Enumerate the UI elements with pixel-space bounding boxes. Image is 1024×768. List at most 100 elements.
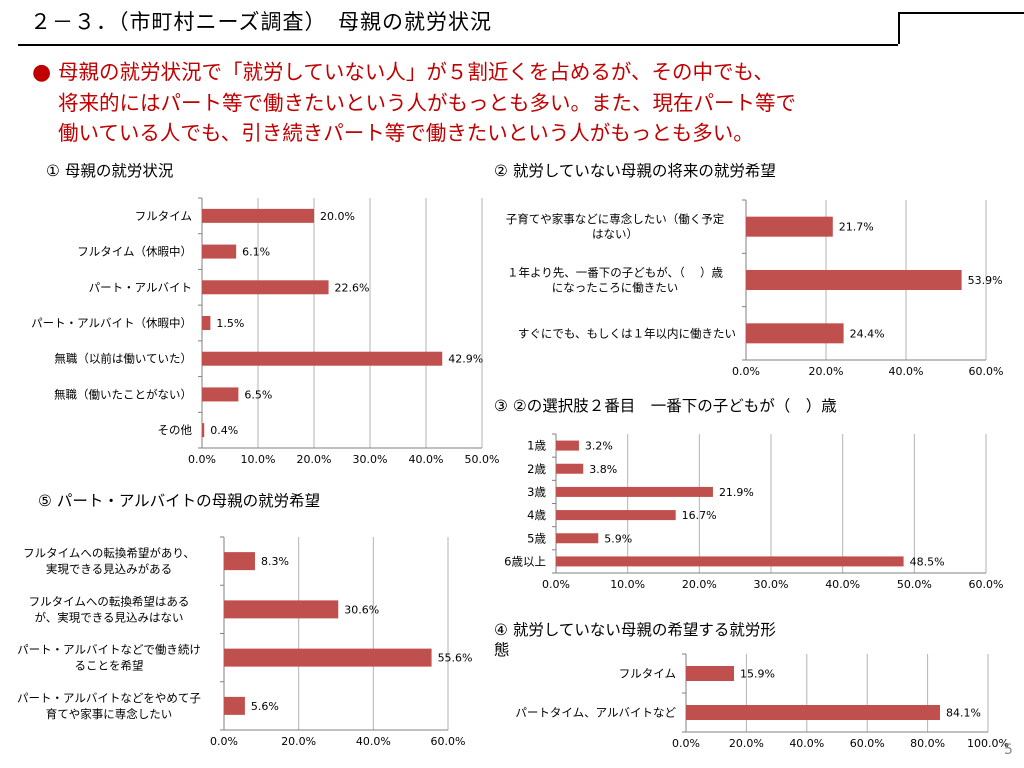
chart4-title-line: 態 — [494, 641, 510, 659]
summary-line: 母親の就労状況で「就労していない人」が５割近くを占めるが、その中でも、 — [58, 60, 774, 84]
chart-part-time-mother-wish: 0.0% 20.0% 40.0% 60.0% 8.3% フルタイムへの転換希望があり、実現… — [17, 536, 473, 748]
x-tick-label: 50.0% — [465, 453, 500, 466]
category-label: フルタイムへの転換希望があり、実現できる見込みがある — [23, 546, 195, 576]
category-label-line: 子育てや家事などに専念したい（働く予定 — [506, 212, 725, 226]
x-tick-label: 40.0% — [409, 453, 444, 466]
category-label-line: パート・アルバイトなどで働き続け — [17, 643, 201, 657]
x-tick-label: 60.0% — [969, 578, 1004, 591]
category-label-line: パート・アルバイト — [89, 280, 192, 294]
category-label-line: 実現できる見込みがある — [46, 562, 172, 576]
category-label: 5歳 — [527, 531, 546, 545]
bar — [224, 552, 255, 571]
data-label: 5.6% — [251, 700, 279, 713]
chart2-title: ② 就労していない母親の将来の就労希望 — [494, 162, 776, 180]
data-label: 21.7% — [839, 221, 874, 234]
page-title: ２－３．（市町村ニーズ調査） 母親の就労状況 — [30, 10, 492, 34]
bar — [202, 244, 237, 259]
data-label: 55.6% — [438, 652, 473, 665]
category-label-line: が、実現できる見込みはない — [34, 610, 183, 624]
category-label: 2歳 — [527, 462, 546, 476]
category-label-line: フルタイム（休暇中） — [77, 245, 192, 259]
x-tick-label: 20.0% — [297, 453, 332, 466]
data-label: 0.4% — [210, 424, 238, 437]
x-tick-label: 40.0% — [789, 737, 824, 750]
bar — [224, 648, 432, 667]
chart4-title: ④ 就労していない母親の希望する就労形 態 — [494, 620, 776, 660]
category-label: 無職（働いたことがない） — [54, 387, 192, 401]
category-label: 1歳 — [527, 439, 546, 453]
bar — [202, 387, 239, 402]
chart-future-employment-wish: 0.0% 20.0% 40.0% 60.0% 21.7% 子育てや家事などに専念したい（働… — [506, 199, 1004, 378]
category-label: パート・アルバイト — [89, 280, 192, 294]
data-label: 24.4% — [850, 327, 885, 340]
x-tick-label: 10.0% — [610, 578, 645, 591]
bar — [202, 208, 314, 223]
bullet-icon: ● — [32, 60, 52, 85]
category-label-line: フルタイム — [135, 209, 192, 223]
chart-youngest-child-age: 0.0% 10.0% 20.0% 30.0% 40.0% 50.0% 60.0% 3.2% 1歳… — [504, 433, 1004, 591]
x-tick-label: 0.0% — [672, 737, 700, 750]
x-tick-label: 60.0% — [969, 365, 1004, 378]
data-label: 42.9% — [448, 353, 483, 366]
category-label: 無職（以前は働いていた） — [54, 352, 192, 366]
category-label-line: １年より先、一番下の子どもが、（ ）歳 — [507, 266, 723, 280]
chart5-title: ⑤ パート・アルバイトの母親の就労希望 — [38, 492, 321, 510]
category-label-line: フルタイムへの転換希望はある — [29, 594, 190, 608]
category-label: パート・アルバイト（休暇中） — [31, 316, 192, 330]
bar — [202, 423, 205, 438]
category-label-line: ることを希望 — [75, 659, 144, 673]
x-tick-label: 100.0% — [967, 737, 1009, 750]
chart-mother-employment: 0.0% 10.0% 20.0% 30.0% 40.0% 50.0% 20.0% フルタイム 6… — [31, 197, 500, 466]
bar — [224, 696, 245, 715]
category-label-line: になったころに働きたい — [552, 281, 679, 295]
chart4-title-line: ④ 就労していない母親の希望する就労形 — [494, 621, 776, 639]
data-label: 6.1% — [242, 246, 270, 259]
data-label: 21.9% — [719, 486, 754, 499]
bar — [746, 323, 844, 344]
category-label-line: パート・アルバイトなどをやめて子 — [17, 691, 201, 705]
x-tick-label: 60.0% — [431, 735, 466, 748]
x-tick-label: 10.0% — [241, 453, 276, 466]
category-label: フルタイム — [619, 667, 676, 681]
data-label: 8.3% — [261, 555, 289, 568]
bar — [556, 556, 904, 567]
category-label: フルタイムへの転換希望はあるが、実現できる見込みはない — [29, 594, 190, 624]
category-label-line: 3歳 — [527, 485, 546, 499]
data-label: 53.9% — [968, 274, 1003, 287]
bar — [556, 510, 676, 521]
bar — [556, 463, 584, 474]
x-tick-label: 40.0% — [889, 365, 924, 378]
chart3-title: ③ ②の選択肢２番目 一番下の子どもが（ ）歳 — [494, 397, 837, 415]
category-label-line: その他 — [158, 423, 193, 437]
data-label: 5.9% — [604, 532, 632, 545]
x-tick-label: 40.0% — [356, 735, 391, 748]
data-label: 6.5% — [244, 388, 272, 401]
data-label: 48.5% — [910, 555, 945, 568]
x-tick-label: 30.0% — [353, 453, 388, 466]
category-label: フルタイム — [135, 209, 192, 223]
category-label-line: 無職（以前は働いていた） — [54, 352, 192, 366]
x-tick-label: 20.0% — [809, 365, 844, 378]
data-label: 20.0% — [320, 210, 355, 223]
category-label-line: パート・アルバイト（休暇中） — [31, 316, 192, 330]
category-label-line: 無職（働いたことがない） — [54, 387, 192, 401]
category-label-line: 4歳 — [527, 508, 546, 522]
category-label: 4歳 — [527, 508, 546, 522]
category-label-line: フルタイム — [619, 667, 676, 681]
bar — [746, 270, 962, 290]
category-label: １年より先、一番下の子どもが、（ ）歳になったころに働きたい — [507, 266, 723, 295]
data-label: 84.1% — [946, 707, 981, 720]
bar — [746, 216, 833, 237]
bar — [202, 316, 211, 330]
category-label: 3歳 — [527, 485, 546, 499]
data-label: 3.2% — [585, 440, 613, 453]
x-tick-label: 0.0% — [542, 578, 570, 591]
category-label-line: 6歳以上 — [504, 554, 546, 568]
category-label: その他 — [158, 423, 193, 437]
data-label: 30.6% — [344, 603, 379, 616]
x-tick-label: 20.0% — [729, 737, 764, 750]
x-tick-label: 50.0% — [897, 578, 932, 591]
category-label-line: 5歳 — [527, 531, 546, 545]
bar — [202, 280, 329, 295]
page-number: 5 — [1004, 742, 1013, 758]
